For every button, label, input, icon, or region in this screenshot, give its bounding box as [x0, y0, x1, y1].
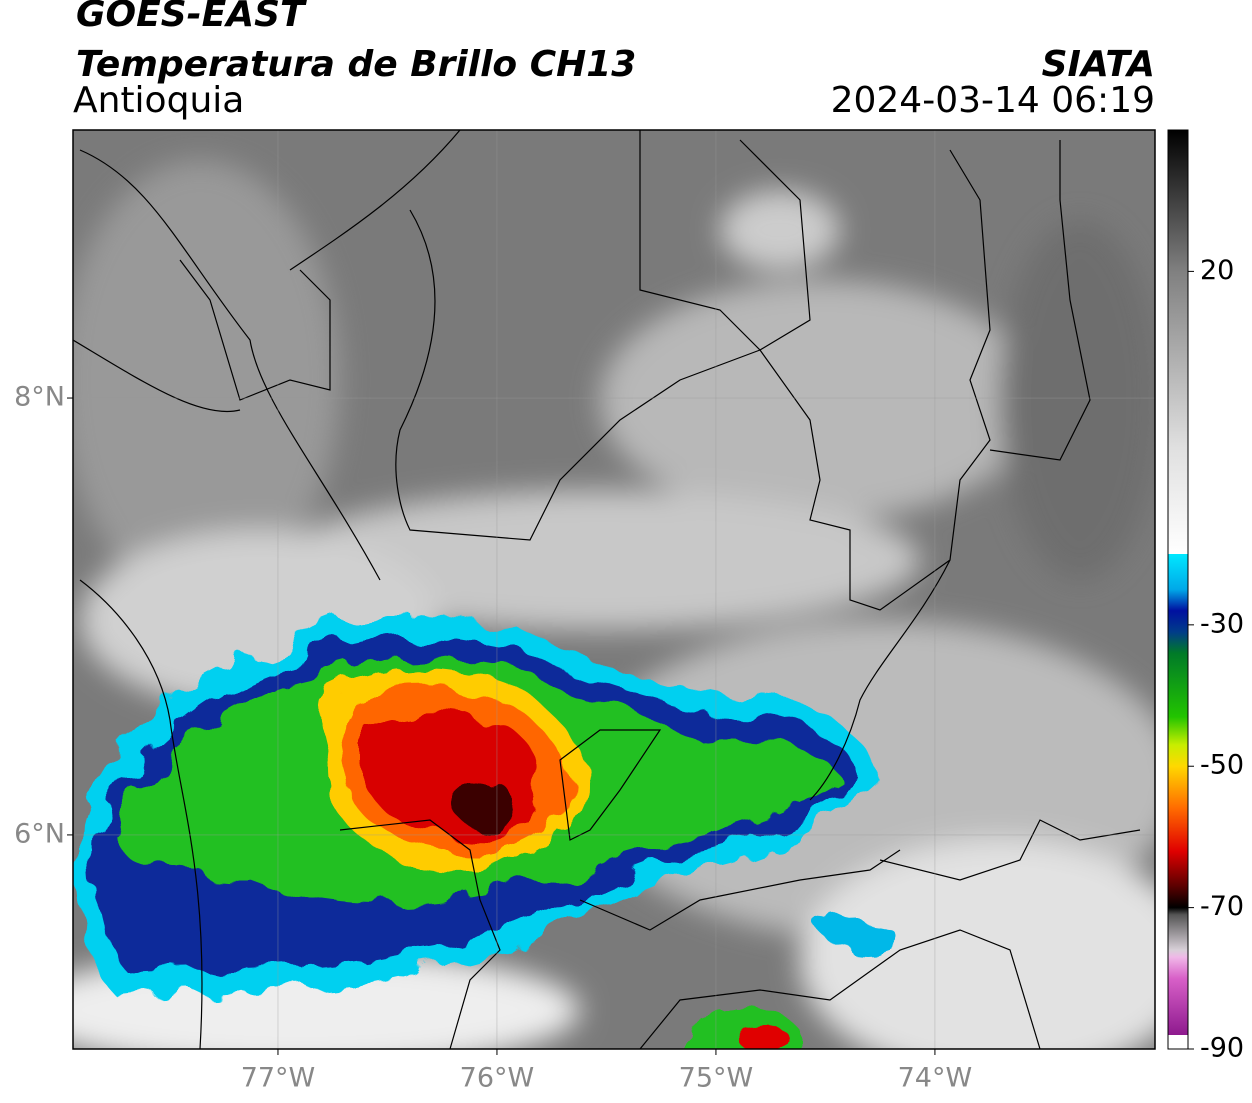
map-frame: [72, 129, 1156, 1050]
subtitle: Temperatura de Brillo CH13: [76, 44, 636, 85]
colorbar-tick-label: -90: [1200, 1033, 1244, 1064]
title: GOES-EAST: [76, 0, 307, 35]
colorbar-tick-label: -70: [1200, 891, 1244, 922]
region: Antioquia: [73, 80, 244, 121]
y-tick-label: 6°N: [14, 818, 65, 849]
x-tick-label: 77°W: [241, 1063, 316, 1094]
x-tick-label: 75°W: [679, 1063, 754, 1094]
datetime: 2024-03-14 06:19: [831, 80, 1155, 121]
map-image: [73, 130, 1155, 1049]
colorbar-tick-label: -50: [1200, 750, 1244, 781]
x-tick-label: 76°W: [460, 1063, 535, 1094]
org: SIATA: [1042, 44, 1155, 85]
x-tick-label: 74°W: [898, 1063, 973, 1094]
y-tick-label: 8°N: [14, 382, 65, 413]
colorbar-tick-label: 20: [1200, 255, 1234, 286]
colorbar: [1167, 129, 1189, 1050]
colorbar-tick-label: -30: [1200, 608, 1244, 639]
borders: [73, 130, 1141, 1049]
